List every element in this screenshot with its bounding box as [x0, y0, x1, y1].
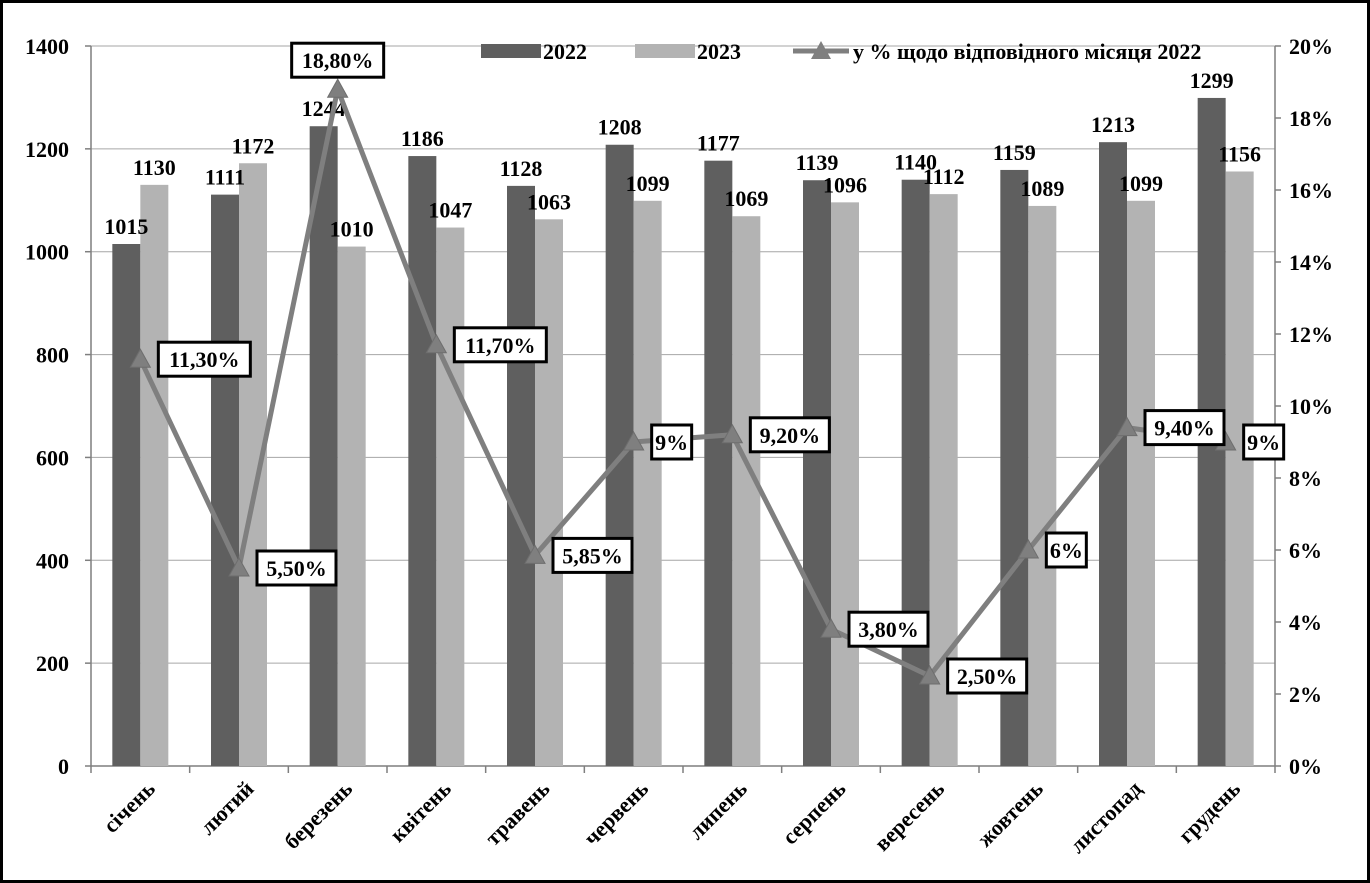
legend-label: 2023 — [697, 39, 741, 64]
percent-label: 11,30% — [169, 347, 239, 372]
category-label: грудень — [1173, 776, 1245, 848]
right-tick-label: 12% — [1289, 322, 1333, 347]
category-label: травень — [480, 776, 555, 851]
bar-2023-червень — [634, 201, 662, 766]
bar-2023-грудень — [1226, 171, 1254, 766]
bar-value-label: 1130 — [133, 155, 176, 180]
bar-2022-лютий — [211, 195, 239, 766]
bar-2022-січень — [112, 244, 140, 766]
legend-label: 2022 — [543, 39, 587, 64]
bar-value-label: 1244 — [302, 96, 346, 121]
right-tick-label: 2% — [1289, 682, 1322, 707]
left-tick-label: 1200 — [25, 137, 69, 162]
right-tick-label: 18% — [1289, 106, 1333, 131]
bar-2023-листопад — [1127, 201, 1155, 766]
percent-label: 6% — [1050, 538, 1083, 563]
category-label: лютий — [195, 776, 259, 840]
bar-2023-січень — [140, 185, 168, 766]
left-tick-label: 600 — [36, 445, 69, 470]
bar-value-label: 1299 — [1190, 68, 1234, 93]
bar-2023-липень — [732, 216, 760, 766]
percent-label: 2,50% — [957, 664, 1018, 689]
bar-value-label: 1015 — [104, 214, 148, 239]
bar-value-label: 1186 — [401, 126, 444, 151]
percent-label: 9% — [655, 430, 688, 455]
x-axis-ticks — [91, 766, 1275, 773]
bar-value-label: 1111 — [205, 165, 245, 190]
bar-value-label: 1047 — [428, 198, 472, 223]
left-tick-label: 800 — [36, 343, 69, 368]
bar-value-label: 1159 — [993, 140, 1036, 165]
bar-value-label: 1099 — [626, 171, 670, 196]
left-tick-label: 1400 — [25, 34, 69, 59]
percent-label: 11,70% — [465, 333, 535, 358]
legend-swatch-2023 — [635, 44, 695, 58]
category-label: вересень — [869, 776, 949, 856]
right-tick-label: 14% — [1289, 250, 1333, 275]
right-tick-label: 8% — [1289, 466, 1322, 491]
bar-value-label: 1208 — [598, 115, 642, 140]
bar-value-label: 1089 — [1020, 176, 1064, 201]
category-labels: січень лютий березень квітень травень червень… — [98, 776, 1245, 858]
bar-value-label: 1172 — [232, 133, 275, 158]
bar-value-label: 1096 — [823, 172, 867, 197]
legend-swatch-2022 — [481, 44, 541, 58]
right-tick-label: 16% — [1289, 178, 1333, 203]
category-label: січень — [98, 776, 160, 838]
bar-value-label: 1177 — [697, 131, 740, 156]
bar-value-label: 1112 — [923, 164, 965, 189]
legend-label: у % щодо відповідного місяця 2022 — [853, 39, 1201, 64]
percent-label: 18,80% — [302, 48, 374, 73]
right-tick-label: 10% — [1289, 394, 1333, 419]
left-axis-ticks: 0 200 400 600 800 1000 1200 1400 — [25, 34, 91, 779]
bar-value-label: 1213 — [1091, 112, 1135, 137]
category-label: квітень — [385, 776, 456, 847]
bar-2023-жовтень — [1028, 206, 1056, 766]
bar-2023-серпень — [831, 202, 859, 766]
combo-chart: 0 200 400 600 800 1000 1200 1400 0% 2% 4% 6% 8% 10% 12… — [3, 3, 1367, 880]
category-label: серпень — [777, 776, 851, 850]
right-tick-label: 6% — [1289, 538, 1322, 563]
bar-value-label: 1010 — [330, 217, 374, 242]
category-label: жовтень — [972, 776, 1048, 852]
bar-value-label: 1128 — [500, 156, 543, 181]
left-tick-label: 1000 — [25, 240, 69, 265]
right-axis-ticks: 0% 2% 4% 6% 8% 10% 12% 14% 16% 18% 20% — [1275, 34, 1333, 779]
left-tick-label: 400 — [36, 548, 69, 573]
percent-label: 3,80% — [858, 617, 919, 642]
percent-label: 5,85% — [562, 543, 623, 568]
percent-label: 9% — [1247, 430, 1280, 455]
percent-label: 9,40% — [1154, 416, 1215, 441]
bar-value-label: 1063 — [527, 189, 571, 214]
bar-2023-травень — [535, 219, 563, 766]
bar-2022-травень — [507, 186, 535, 766]
category-label: березень — [279, 776, 357, 854]
left-tick-label: 0 — [58, 754, 69, 779]
left-tick-label: 200 — [36, 651, 69, 676]
bar-value-label: 1069 — [724, 186, 768, 211]
bar-2022-серпень — [803, 180, 831, 766]
bar-2023-квітень — [436, 228, 464, 766]
bar-2023-березень — [338, 247, 366, 766]
category-label: липень — [683, 776, 752, 845]
right-tick-label: 0% — [1289, 754, 1322, 779]
right-tick-label: 20% — [1289, 34, 1333, 59]
right-tick-label: 4% — [1289, 610, 1322, 635]
bar-value-label: 1099 — [1119, 171, 1163, 196]
percent-label: 5,50% — [266, 556, 327, 581]
category-label: листопад — [1064, 776, 1146, 858]
percent-label: 9,20% — [760, 423, 821, 448]
bar-2022-липень — [704, 161, 732, 766]
category-label: червень — [579, 776, 654, 851]
bar-value-label: 1156 — [1218, 141, 1261, 166]
bar-2022-квітень — [408, 156, 436, 766]
